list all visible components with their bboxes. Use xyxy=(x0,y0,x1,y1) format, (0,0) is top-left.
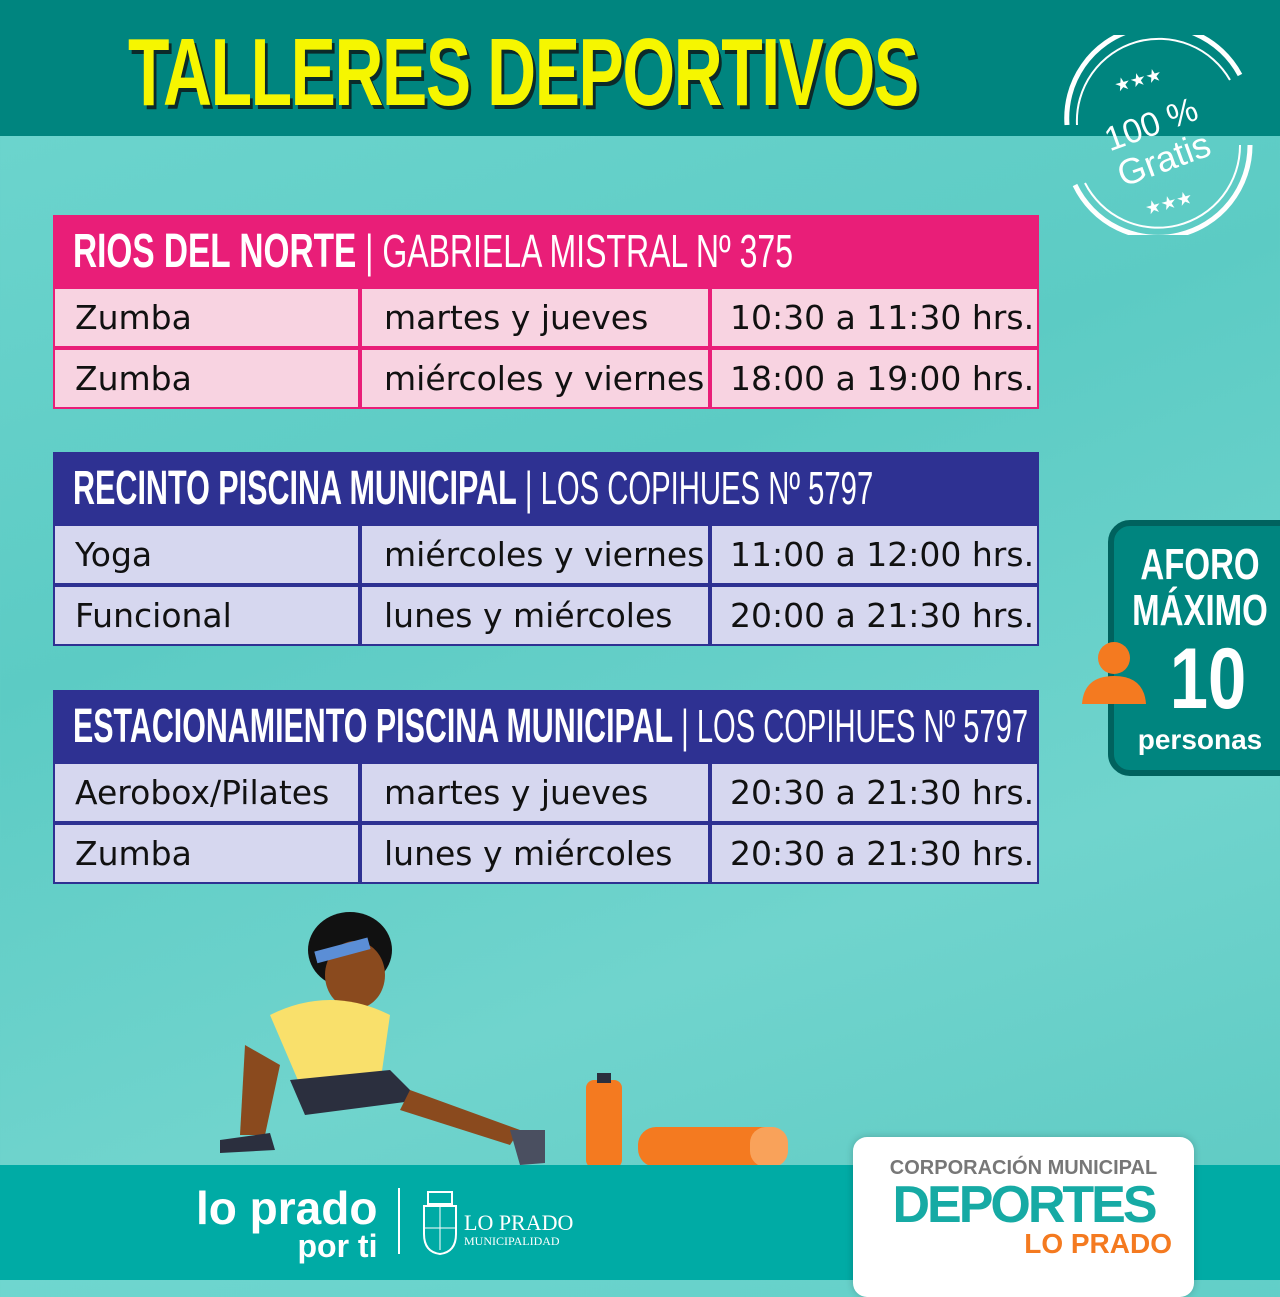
corp-label: CORPORACIÓN MUNICIPAL xyxy=(889,1157,1158,1179)
table-row: Aerobox/Pilates martes y jueves 20:30 a 21… xyxy=(53,762,1039,823)
activity: Aerobox/Pilates xyxy=(53,762,360,823)
table-row: Zumba miércoles y viernes 18:00 a 19:00 hr… xyxy=(53,348,1039,409)
schedule-table-rios-del-norte: RIOS DEL NORTE | GABRIELA MISTRAL Nº 375… xyxy=(53,215,1039,409)
table-row: Zumba martes y jueves 10:30 a 11:30 hrs. xyxy=(53,287,1039,348)
table-header: RECINTO PISCINA MUNICIPAL | LOS COPIHUES… xyxy=(53,452,1039,524)
table-header-line: ESTACIONAMIENTO PISCINA MUNICIPAL | LOS … xyxy=(73,699,1028,754)
slogan-line2: por ti xyxy=(297,1228,378,1264)
table-header: ESTACIONAMIENTO PISCINA MUNICIPAL | LOS … xyxy=(53,690,1039,762)
table-row: Yoga miércoles y viernes 11:00 a 12:00 hrs… xyxy=(53,524,1039,585)
activity: Zumba xyxy=(53,823,360,884)
stars-icon: ★★★ xyxy=(1112,64,1164,97)
activity: Zumba xyxy=(53,287,360,348)
table-header: RIOS DEL NORTE | GABRIELA MISTRAL Nº 375 xyxy=(53,215,1039,287)
table-row: Funcional lunes y miércoles 20:00 a 21:30 … xyxy=(53,585,1039,646)
location-address: | GABRIELA MISTRAL Nº 375 xyxy=(356,224,793,277)
location-address: | LOS COPIHUES Nº 5797 xyxy=(516,461,874,514)
capacity-label-2: MÁXIMO xyxy=(1132,586,1268,635)
schedule-table-recinto-piscina: RECINTO PISCINA MUNICIPAL | LOS COPIHUES… xyxy=(53,452,1039,646)
divider xyxy=(398,1188,400,1254)
time: 10:30 a 11:30 hrs. xyxy=(710,287,1039,348)
deportes-label: DEPORTES xyxy=(892,1176,1157,1234)
slogan-line1: lo prado xyxy=(196,1182,378,1234)
loprado-label: LO PRADO xyxy=(1024,1228,1172,1259)
location-name: RIOS DEL NORTE xyxy=(73,224,357,278)
page-title: TALLERES DEPORTIVOS xyxy=(128,19,919,126)
person-icon xyxy=(1082,642,1146,704)
municipalidad-logo: LO PRADO MUNICIPALIDAD xyxy=(420,1188,573,1261)
free-stamp: ★★★ 100 % Gratis ★★★ xyxy=(1064,35,1253,235)
athlete-illustration xyxy=(220,912,788,1168)
time: 20:30 a 21:30 hrs. xyxy=(710,823,1039,884)
time: 11:00 a 12:00 hrs. xyxy=(710,524,1039,585)
capacity-label-1: AFORO xyxy=(1140,540,1260,589)
corporacion-deportes-logo: CORPORACIÓN MUNICIPAL DEPORTES LO PRADO xyxy=(853,1137,1194,1297)
water-bottle-icon xyxy=(586,1080,622,1168)
days: martes y jueves xyxy=(360,762,710,823)
location-name: RECINTO PISCINA MUNICIPAL xyxy=(73,461,517,515)
capacity-badge: AFORO MÁXIMO 10 personas xyxy=(1108,520,1280,776)
days: lunes y miércoles xyxy=(360,585,710,646)
location-address: | LOS COPIHUES Nº 5797 xyxy=(673,699,1029,752)
coat-of-arms-icon xyxy=(423,1191,457,1256)
location-name: ESTACIONAMIENTO PISCINA MUNICIPAL xyxy=(73,699,674,753)
schedule-table-estacionamiento: ESTACIONAMIENTO PISCINA MUNICIPAL | LOS … xyxy=(53,690,1039,884)
days: miércoles y viernes xyxy=(360,348,710,409)
muni-name: LO PRADO xyxy=(464,1210,574,1235)
time: 20:00 a 21:30 hrs. xyxy=(710,585,1039,646)
muni-subtitle: MUNICIPALIDAD xyxy=(464,1234,560,1248)
capacity-number: 10 xyxy=(1169,631,1247,727)
days: lunes y miércoles xyxy=(360,823,710,884)
table-header-line: RECINTO PISCINA MUNICIPAL | LOS COPIHUES… xyxy=(73,461,873,516)
time: 18:00 a 19:00 hrs. xyxy=(710,348,1039,409)
lo-prado-por-ti-logo: lo prado por ti xyxy=(196,1182,378,1264)
activity: Funcional xyxy=(53,585,360,646)
time: 20:30 a 21:30 hrs. xyxy=(710,762,1039,823)
days: martes y jueves xyxy=(360,287,710,348)
table-row: Zumba lunes y miércoles 20:30 a 21:30 hrs. xyxy=(53,823,1039,884)
mat-icon xyxy=(638,1127,788,1167)
activity: Yoga xyxy=(53,524,360,585)
capacity-unit: personas xyxy=(1137,724,1263,755)
table-header-line: RIOS DEL NORTE | GABRIELA MISTRAL Nº 375 xyxy=(73,224,793,279)
stars-icon: ★★★ xyxy=(1143,187,1195,220)
activity: Zumba xyxy=(53,348,360,409)
days: miércoles y viernes xyxy=(360,524,710,585)
